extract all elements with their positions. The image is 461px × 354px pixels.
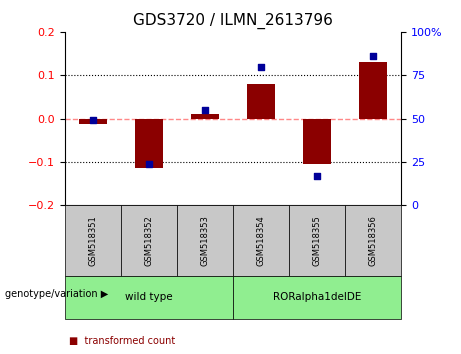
Bar [65,205,121,276]
Bar [289,205,345,276]
Bar [177,205,233,276]
Text: GSM518352: GSM518352 [144,215,153,266]
Text: GSM518354: GSM518354 [256,215,266,266]
Point [89,118,96,123]
Point [313,173,321,179]
Bar [121,205,177,276]
Text: wild type: wild type [125,292,172,302]
Bar [135,119,163,169]
Bar [359,62,387,119]
Bar [233,205,289,276]
Text: GSM518353: GSM518353 [200,215,209,266]
Bar [303,119,331,164]
Bar [247,84,275,119]
Bar [78,119,106,124]
Title: GDS3720 / ILMN_2613796: GDS3720 / ILMN_2613796 [133,13,333,29]
Text: GSM518355: GSM518355 [313,215,321,266]
Point [369,53,377,59]
Bar [233,276,401,319]
Text: ■  transformed count: ■ transformed count [69,336,175,346]
Point [145,161,152,166]
Bar [345,205,401,276]
Point [201,107,208,113]
Bar [191,114,219,119]
Text: GSM518351: GSM518351 [88,215,97,266]
Bar [65,276,233,319]
Point [257,64,265,69]
Text: RORalpha1delDE: RORalpha1delDE [273,292,361,302]
Text: GSM518356: GSM518356 [368,215,378,266]
Text: genotype/variation ▶: genotype/variation ▶ [5,289,108,299]
